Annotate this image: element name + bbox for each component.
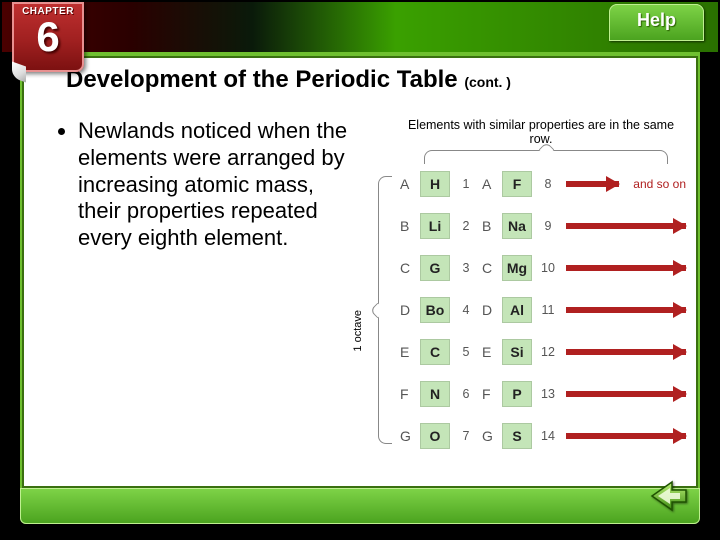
arrow-icon: [566, 433, 686, 439]
brace-left-icon: [378, 176, 392, 444]
help-button[interactable]: Help: [609, 4, 704, 41]
element-cell: H: [420, 171, 450, 197]
element-number: 10: [540, 261, 556, 275]
table-row: EC5ESi12: [400, 338, 686, 366]
table-row: BLi2BNa9: [400, 212, 686, 240]
row-label: B: [400, 218, 412, 234]
element-cell: Na: [502, 213, 532, 239]
row-label: D: [400, 302, 412, 318]
element-number: 12: [540, 345, 556, 359]
element-cell: F: [502, 171, 532, 197]
element-cell: Li: [420, 213, 450, 239]
table-row: DBo4DAl11: [400, 296, 686, 324]
row-label: B: [482, 218, 494, 234]
arrow-icon: [566, 349, 686, 355]
chapter-badge: CHAPTER 6: [12, 2, 84, 72]
element-number: 13: [540, 387, 556, 401]
chapter-number: 6: [12, 17, 84, 57]
element-number: 6: [458, 387, 474, 401]
arrow-icon: [566, 181, 619, 187]
bullet-column: Newlands noticed when the elements were …: [52, 118, 352, 464]
table-row: GO7GS14: [400, 422, 686, 450]
diagram-caption: Elements with similar properties are in …: [396, 118, 686, 146]
element-cell: C: [420, 339, 450, 365]
row-label: E: [400, 344, 412, 360]
element-number: 1: [458, 177, 474, 191]
back-button[interactable]: [646, 476, 690, 516]
element-cell: G: [420, 255, 450, 281]
row-label: A: [400, 176, 412, 192]
element-cell: Si: [502, 339, 532, 365]
row-label: G: [482, 428, 494, 444]
arrow-icon: [566, 223, 686, 229]
element-number: 14: [540, 429, 556, 443]
brace-top-icon: [424, 150, 668, 164]
row-label: C: [482, 260, 494, 276]
bottom-border: [2, 524, 718, 538]
element-cell: P: [502, 381, 532, 407]
element-number: 9: [540, 219, 556, 233]
element-cell: Al: [502, 297, 532, 323]
and-so-on-label: and so on: [633, 177, 686, 191]
content-area: Development of the Periodic Table (cont.…: [20, 52, 700, 490]
element-number: 5: [458, 345, 474, 359]
slide-frame: CHAPTER 6 Help Development of the Period…: [0, 0, 720, 540]
arrow-icon: [566, 307, 686, 313]
row-label: D: [482, 302, 494, 318]
element-number: 2: [458, 219, 474, 233]
element-cell: O: [420, 423, 450, 449]
row-label: F: [400, 386, 412, 402]
diagram-rows: 1 octave AH1AF8and so onBLi2BNa9CG3CMg10…: [360, 170, 686, 450]
page-curl-icon: [12, 61, 26, 82]
back-arrow-icon: [646, 476, 690, 516]
element-cell: S: [502, 423, 532, 449]
octave-label: 1 octave: [352, 310, 364, 352]
element-number: 8: [540, 177, 556, 191]
footer-bar: [20, 488, 700, 524]
arrow-icon: [566, 391, 686, 397]
slide-title: Development of the Periodic Table (cont.…: [22, 56, 698, 98]
element-number: 7: [458, 429, 474, 443]
element-number: 11: [540, 303, 556, 317]
row-label: E: [482, 344, 494, 360]
bullet-item: Newlands noticed when the elements were …: [78, 118, 352, 252]
arrow-icon: [566, 265, 686, 271]
slide-body: Newlands noticed when the elements were …: [22, 98, 698, 464]
element-cell: Bo: [420, 297, 450, 323]
title-text: Development of the Periodic Table: [66, 66, 458, 93]
table-row: CG3CMg10: [400, 254, 686, 282]
element-number: 3: [458, 261, 474, 275]
title-cont: (cont. ): [464, 74, 511, 90]
element-number: 4: [458, 303, 474, 317]
table-row: FN6FP13: [400, 380, 686, 408]
element-cell: N: [420, 381, 450, 407]
table-row: AH1AF8and so on: [400, 170, 686, 198]
diagram: Elements with similar properties are in …: [360, 118, 686, 464]
row-label: A: [482, 176, 494, 192]
row-label: G: [400, 428, 412, 444]
row-label: C: [400, 260, 412, 276]
row-label: F: [482, 386, 494, 402]
element-cell: Mg: [502, 255, 532, 281]
